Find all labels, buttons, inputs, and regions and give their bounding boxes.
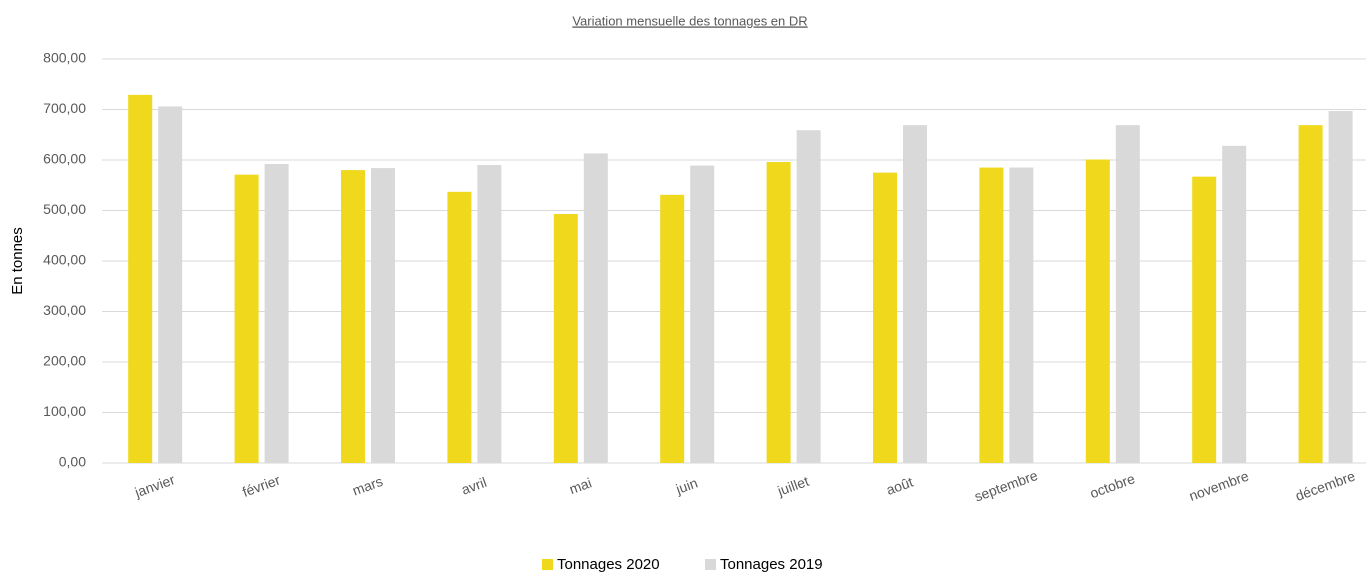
y-tick-label: 200,00 [43, 353, 86, 369]
y-tick-label: 500,00 [43, 201, 86, 217]
bar [766, 162, 791, 463]
bar [903, 125, 927, 463]
bar [1009, 167, 1034, 463]
bar [234, 174, 259, 463]
bar [553, 214, 578, 463]
bar [583, 153, 608, 463]
x-tick-label: avril [459, 474, 489, 498]
y-tick-label: 0,00 [59, 454, 86, 470]
legend-swatch [705, 559, 716, 570]
x-tick-label: septembre [972, 467, 1040, 505]
x-tick-label: octobre [1088, 470, 1138, 501]
x-tick-label: mars [350, 473, 385, 499]
bar [1085, 159, 1110, 463]
y-tick-label: 600,00 [43, 151, 86, 167]
bar [341, 170, 365, 463]
bar [1192, 176, 1217, 464]
x-tick-label: novembre [1187, 468, 1251, 504]
legend-swatch [542, 559, 553, 570]
bar [690, 165, 715, 463]
x-tick-label: juin [673, 475, 700, 498]
legend-label: Tonnages 2019 [720, 556, 823, 573]
y-axis-label: En tonnes [9, 227, 26, 295]
bar [371, 168, 395, 463]
x-tick-label: août [884, 474, 915, 498]
y-tick-label: 100,00 [43, 403, 86, 419]
bar [447, 191, 472, 463]
x-tick-label: février [240, 471, 282, 499]
bar [873, 172, 897, 463]
bar [660, 194, 685, 463]
y-tick-label: 300,00 [43, 302, 86, 318]
bar [1298, 125, 1323, 463]
bar [1222, 145, 1247, 464]
chart-title: Variation mensuelle des tonnages en DR [572, 13, 807, 28]
bar [128, 94, 153, 463]
x-tick-label: juillet [774, 473, 810, 499]
y-tick-label: 700,00 [43, 100, 86, 116]
bar [477, 165, 502, 464]
x-tick-label: décembre [1293, 468, 1357, 504]
y-tick-label: 400,00 [43, 252, 86, 268]
bar [1115, 125, 1140, 463]
bar [979, 167, 1004, 463]
bar [158, 106, 183, 463]
x-tick-label: mai [567, 474, 594, 497]
bar [796, 130, 821, 463]
legend-label: Tonnages 2020 [557, 556, 660, 573]
bar [264, 164, 289, 464]
x-tick-label: janvier [132, 471, 177, 501]
bar [1328, 111, 1353, 463]
y-tick-label: 800,00 [43, 50, 86, 66]
